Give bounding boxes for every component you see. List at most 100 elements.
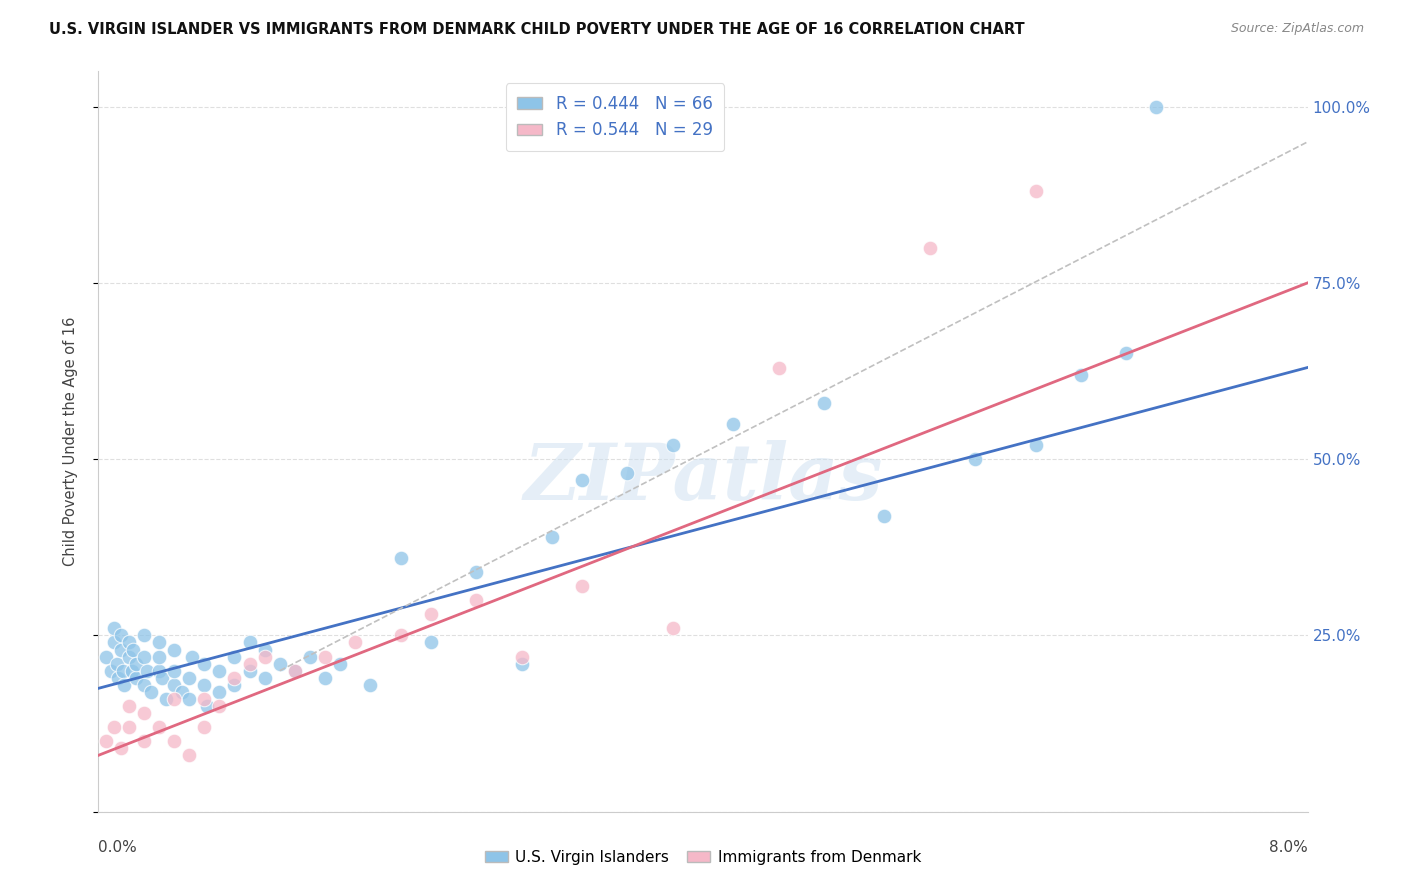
Point bbox=[193, 720, 215, 734]
Text: 8.0%: 8.0% bbox=[1268, 840, 1308, 855]
Point bbox=[155, 692, 177, 706]
Point bbox=[616, 467, 638, 481]
Point bbox=[105, 657, 128, 671]
Point bbox=[103, 635, 125, 649]
Point bbox=[94, 734, 117, 748]
Point bbox=[170, 685, 193, 699]
Point bbox=[224, 649, 246, 664]
Point bbox=[208, 664, 231, 678]
Y-axis label: Child Poverty Under the Age of 16: Child Poverty Under the Age of 16 bbox=[63, 317, 77, 566]
Point bbox=[125, 657, 148, 671]
Point bbox=[1115, 346, 1137, 360]
Point bbox=[661, 438, 683, 452]
Point bbox=[179, 692, 201, 706]
Point bbox=[224, 678, 246, 692]
Point bbox=[110, 741, 132, 756]
Point bbox=[1025, 184, 1047, 198]
Point bbox=[360, 678, 382, 692]
Point bbox=[269, 657, 291, 671]
Point bbox=[253, 671, 276, 685]
Point bbox=[224, 671, 246, 685]
Point bbox=[193, 678, 215, 692]
Point bbox=[110, 628, 132, 642]
Legend: R = 0.444   N = 66, R = 0.544   N = 29: R = 0.444 N = 66, R = 0.544 N = 29 bbox=[506, 83, 724, 151]
Point bbox=[163, 692, 186, 706]
Point bbox=[420, 607, 443, 622]
Point bbox=[873, 508, 896, 523]
Point bbox=[239, 657, 262, 671]
Point bbox=[208, 685, 231, 699]
Point bbox=[110, 642, 132, 657]
Point bbox=[132, 734, 155, 748]
Point bbox=[181, 649, 204, 664]
Point bbox=[163, 678, 186, 692]
Point bbox=[163, 664, 186, 678]
Point bbox=[107, 671, 129, 685]
Point bbox=[125, 671, 148, 685]
Point bbox=[122, 642, 145, 657]
Point bbox=[148, 635, 170, 649]
Point bbox=[723, 417, 745, 431]
Point bbox=[193, 692, 215, 706]
Point bbox=[314, 649, 336, 664]
Point bbox=[150, 671, 173, 685]
Point bbox=[118, 635, 141, 649]
Point bbox=[94, 649, 117, 664]
Point bbox=[965, 452, 987, 467]
Point bbox=[148, 649, 170, 664]
Point bbox=[118, 698, 141, 713]
Point bbox=[132, 649, 155, 664]
Point bbox=[465, 593, 488, 607]
Point bbox=[135, 664, 157, 678]
Point bbox=[284, 664, 307, 678]
Point bbox=[132, 706, 155, 720]
Point bbox=[100, 664, 122, 678]
Point bbox=[540, 530, 562, 544]
Point bbox=[141, 685, 163, 699]
Point bbox=[163, 734, 186, 748]
Point bbox=[163, 642, 186, 657]
Text: ZIPatlas: ZIPatlas bbox=[523, 441, 883, 516]
Point bbox=[121, 664, 143, 678]
Point bbox=[118, 649, 141, 664]
Text: Source: ZipAtlas.com: Source: ZipAtlas.com bbox=[1230, 22, 1364, 36]
Point bbox=[103, 720, 125, 734]
Point bbox=[179, 748, 201, 763]
Point bbox=[661, 621, 683, 635]
Point bbox=[1025, 438, 1047, 452]
Point bbox=[239, 664, 262, 678]
Point bbox=[571, 473, 593, 487]
Point bbox=[195, 698, 218, 713]
Point bbox=[420, 635, 443, 649]
Point bbox=[253, 642, 276, 657]
Point bbox=[118, 720, 141, 734]
Point bbox=[571, 579, 593, 593]
Point bbox=[193, 657, 215, 671]
Text: 0.0%: 0.0% bbox=[98, 840, 138, 855]
Point bbox=[208, 698, 231, 713]
Point bbox=[132, 628, 155, 642]
Legend: U.S. Virgin Islanders, Immigrants from Denmark: U.S. Virgin Islanders, Immigrants from D… bbox=[478, 844, 928, 871]
Point bbox=[111, 664, 134, 678]
Point bbox=[510, 657, 533, 671]
Point bbox=[253, 649, 276, 664]
Point bbox=[148, 720, 170, 734]
Point bbox=[389, 628, 412, 642]
Point bbox=[389, 550, 412, 565]
Point bbox=[239, 635, 262, 649]
Point bbox=[768, 360, 790, 375]
Point bbox=[329, 657, 352, 671]
Point bbox=[813, 396, 835, 410]
Point bbox=[314, 671, 336, 685]
Point bbox=[465, 565, 488, 579]
Point bbox=[132, 678, 155, 692]
Point bbox=[510, 649, 533, 664]
Point bbox=[918, 241, 941, 255]
Point bbox=[1146, 100, 1168, 114]
Point bbox=[103, 621, 125, 635]
Point bbox=[148, 664, 170, 678]
Point bbox=[299, 649, 322, 664]
Point bbox=[344, 635, 367, 649]
Point bbox=[1070, 368, 1092, 382]
Text: U.S. VIRGIN ISLANDER VS IMMIGRANTS FROM DENMARK CHILD POVERTY UNDER THE AGE OF 1: U.S. VIRGIN ISLANDER VS IMMIGRANTS FROM … bbox=[49, 22, 1025, 37]
